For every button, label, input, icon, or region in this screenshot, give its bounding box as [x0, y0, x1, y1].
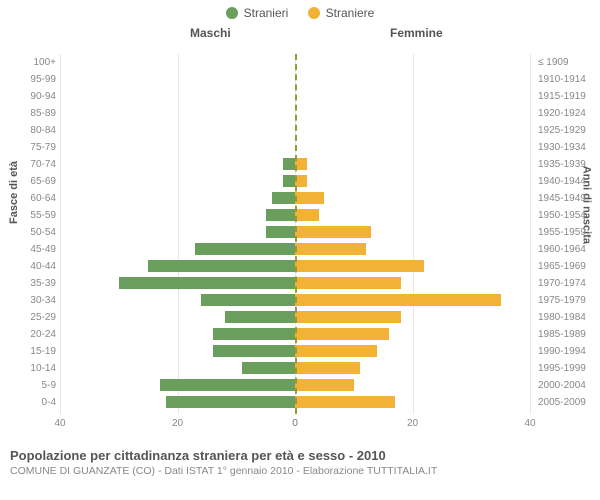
center-axis	[295, 54, 297, 414]
header-male: Maschi	[190, 26, 231, 40]
birth-year-label: 1960-1964	[538, 241, 600, 258]
bar-female	[295, 277, 401, 289]
bar-female	[295, 294, 501, 306]
birth-year-label: 1995-1999	[538, 360, 600, 377]
age-group-label: 90-94	[0, 88, 56, 105]
x-axis-ticks: 4020040200	[60, 418, 530, 434]
legend-item-female: Straniere	[308, 6, 375, 20]
age-group-label: 70-74	[0, 156, 56, 173]
bar-female	[295, 243, 366, 255]
bars-female	[295, 54, 530, 414]
age-group-label: 75-79	[0, 139, 56, 156]
birth-year-label: 1910-1914	[538, 71, 600, 88]
birth-year-label: 2005-2009	[538, 394, 600, 411]
birth-year-label: 1980-1984	[538, 309, 600, 326]
bar-female	[295, 311, 401, 323]
birth-year-label: 1930-1934	[538, 139, 600, 156]
bar-male	[166, 396, 295, 408]
age-group-label: 30-34	[0, 292, 56, 309]
header-female: Femmine	[390, 26, 443, 40]
legend: Stranieri Straniere	[0, 0, 600, 26]
bar-male	[242, 362, 295, 374]
legend-label-female: Straniere	[326, 6, 375, 20]
age-group-label: 0-4	[0, 394, 56, 411]
x-tick: 20	[407, 418, 418, 429]
legend-swatch-female	[308, 7, 320, 19]
bar-female	[295, 260, 424, 272]
bar-male	[201, 294, 295, 306]
bar-female	[295, 362, 360, 374]
bar-male	[266, 209, 295, 221]
age-group-label: 25-29	[0, 309, 56, 326]
chart-title: Popolazione per cittadinanza straniera p…	[10, 448, 590, 463]
bars-male	[60, 54, 295, 414]
bar-male	[213, 345, 295, 357]
age-group-label: 15-19	[0, 343, 56, 360]
age-group-label: 60-64	[0, 190, 56, 207]
age-group-label: 40-44	[0, 258, 56, 275]
bar-male	[119, 277, 295, 289]
gridline	[530, 54, 531, 414]
age-group-label: 100+	[0, 54, 56, 71]
legend-label-male: Stranieri	[244, 6, 289, 20]
y-right-labels: ≤ 19091910-19141915-19191920-19241925-19…	[538, 54, 600, 414]
age-group-label: 50-54	[0, 224, 56, 241]
x-tick: 40	[54, 418, 65, 429]
birth-year-label: 1950-1954	[538, 207, 600, 224]
age-group-label: 95-99	[0, 71, 56, 88]
age-group-label: 5-9	[0, 377, 56, 394]
birth-year-label: 1915-1919	[538, 88, 600, 105]
x-tick: 40	[524, 418, 535, 429]
bar-male	[213, 328, 295, 340]
bar-female	[295, 396, 395, 408]
birth-year-label: 1965-1969	[538, 258, 600, 275]
footer: Popolazione per cittadinanza straniera p…	[0, 444, 600, 477]
bar-male	[266, 226, 295, 238]
y-left-labels: 100+95-9990-9485-8980-8475-7970-7465-696…	[0, 54, 56, 414]
age-group-label: 10-14	[0, 360, 56, 377]
age-group-label: 80-84	[0, 122, 56, 139]
age-group-label: 55-59	[0, 207, 56, 224]
birth-year-label: 1945-1949	[538, 190, 600, 207]
bar-male	[225, 311, 296, 323]
bar-female	[295, 379, 354, 391]
bar-male	[195, 243, 295, 255]
bar-male	[160, 379, 295, 391]
column-headers: Maschi Femmine	[0, 26, 600, 44]
age-group-label: 35-39	[0, 275, 56, 292]
bar-female	[295, 328, 389, 340]
age-group-label: 45-49	[0, 241, 56, 258]
bar-male	[272, 192, 296, 204]
birth-year-label: 1985-1989	[538, 326, 600, 343]
birth-year-label: ≤ 1909	[538, 54, 600, 71]
bar-female	[295, 345, 377, 357]
chart-subtitle: COMUNE DI GUANZATE (CO) - Dati ISTAT 1° …	[10, 465, 590, 477]
birth-year-label: 1975-1979	[538, 292, 600, 309]
birth-year-label: 1940-1944	[538, 173, 600, 190]
bar-male	[283, 158, 295, 170]
birth-year-label: 1990-1994	[538, 343, 600, 360]
age-group-label: 85-89	[0, 105, 56, 122]
bar-female	[295, 226, 371, 238]
x-tick: 20	[172, 418, 183, 429]
legend-item-male: Stranieri	[226, 6, 289, 20]
plot	[60, 54, 530, 414]
bar-female	[295, 192, 324, 204]
birth-year-label: 1970-1974	[538, 275, 600, 292]
birth-year-label: 1935-1939	[538, 156, 600, 173]
birth-year-label: 1925-1929	[538, 122, 600, 139]
legend-swatch-male	[226, 7, 238, 19]
chart-area: Fasce di età Anni di nascita 100+95-9990…	[0, 44, 600, 444]
bar-male	[283, 175, 295, 187]
bar-male	[148, 260, 295, 272]
birth-year-label: 2000-2004	[538, 377, 600, 394]
x-tick: 0	[292, 418, 298, 429]
age-group-label: 20-24	[0, 326, 56, 343]
bar-female	[295, 209, 319, 221]
birth-year-label: 1955-1959	[538, 224, 600, 241]
birth-year-label: 1920-1924	[538, 105, 600, 122]
age-group-label: 65-69	[0, 173, 56, 190]
